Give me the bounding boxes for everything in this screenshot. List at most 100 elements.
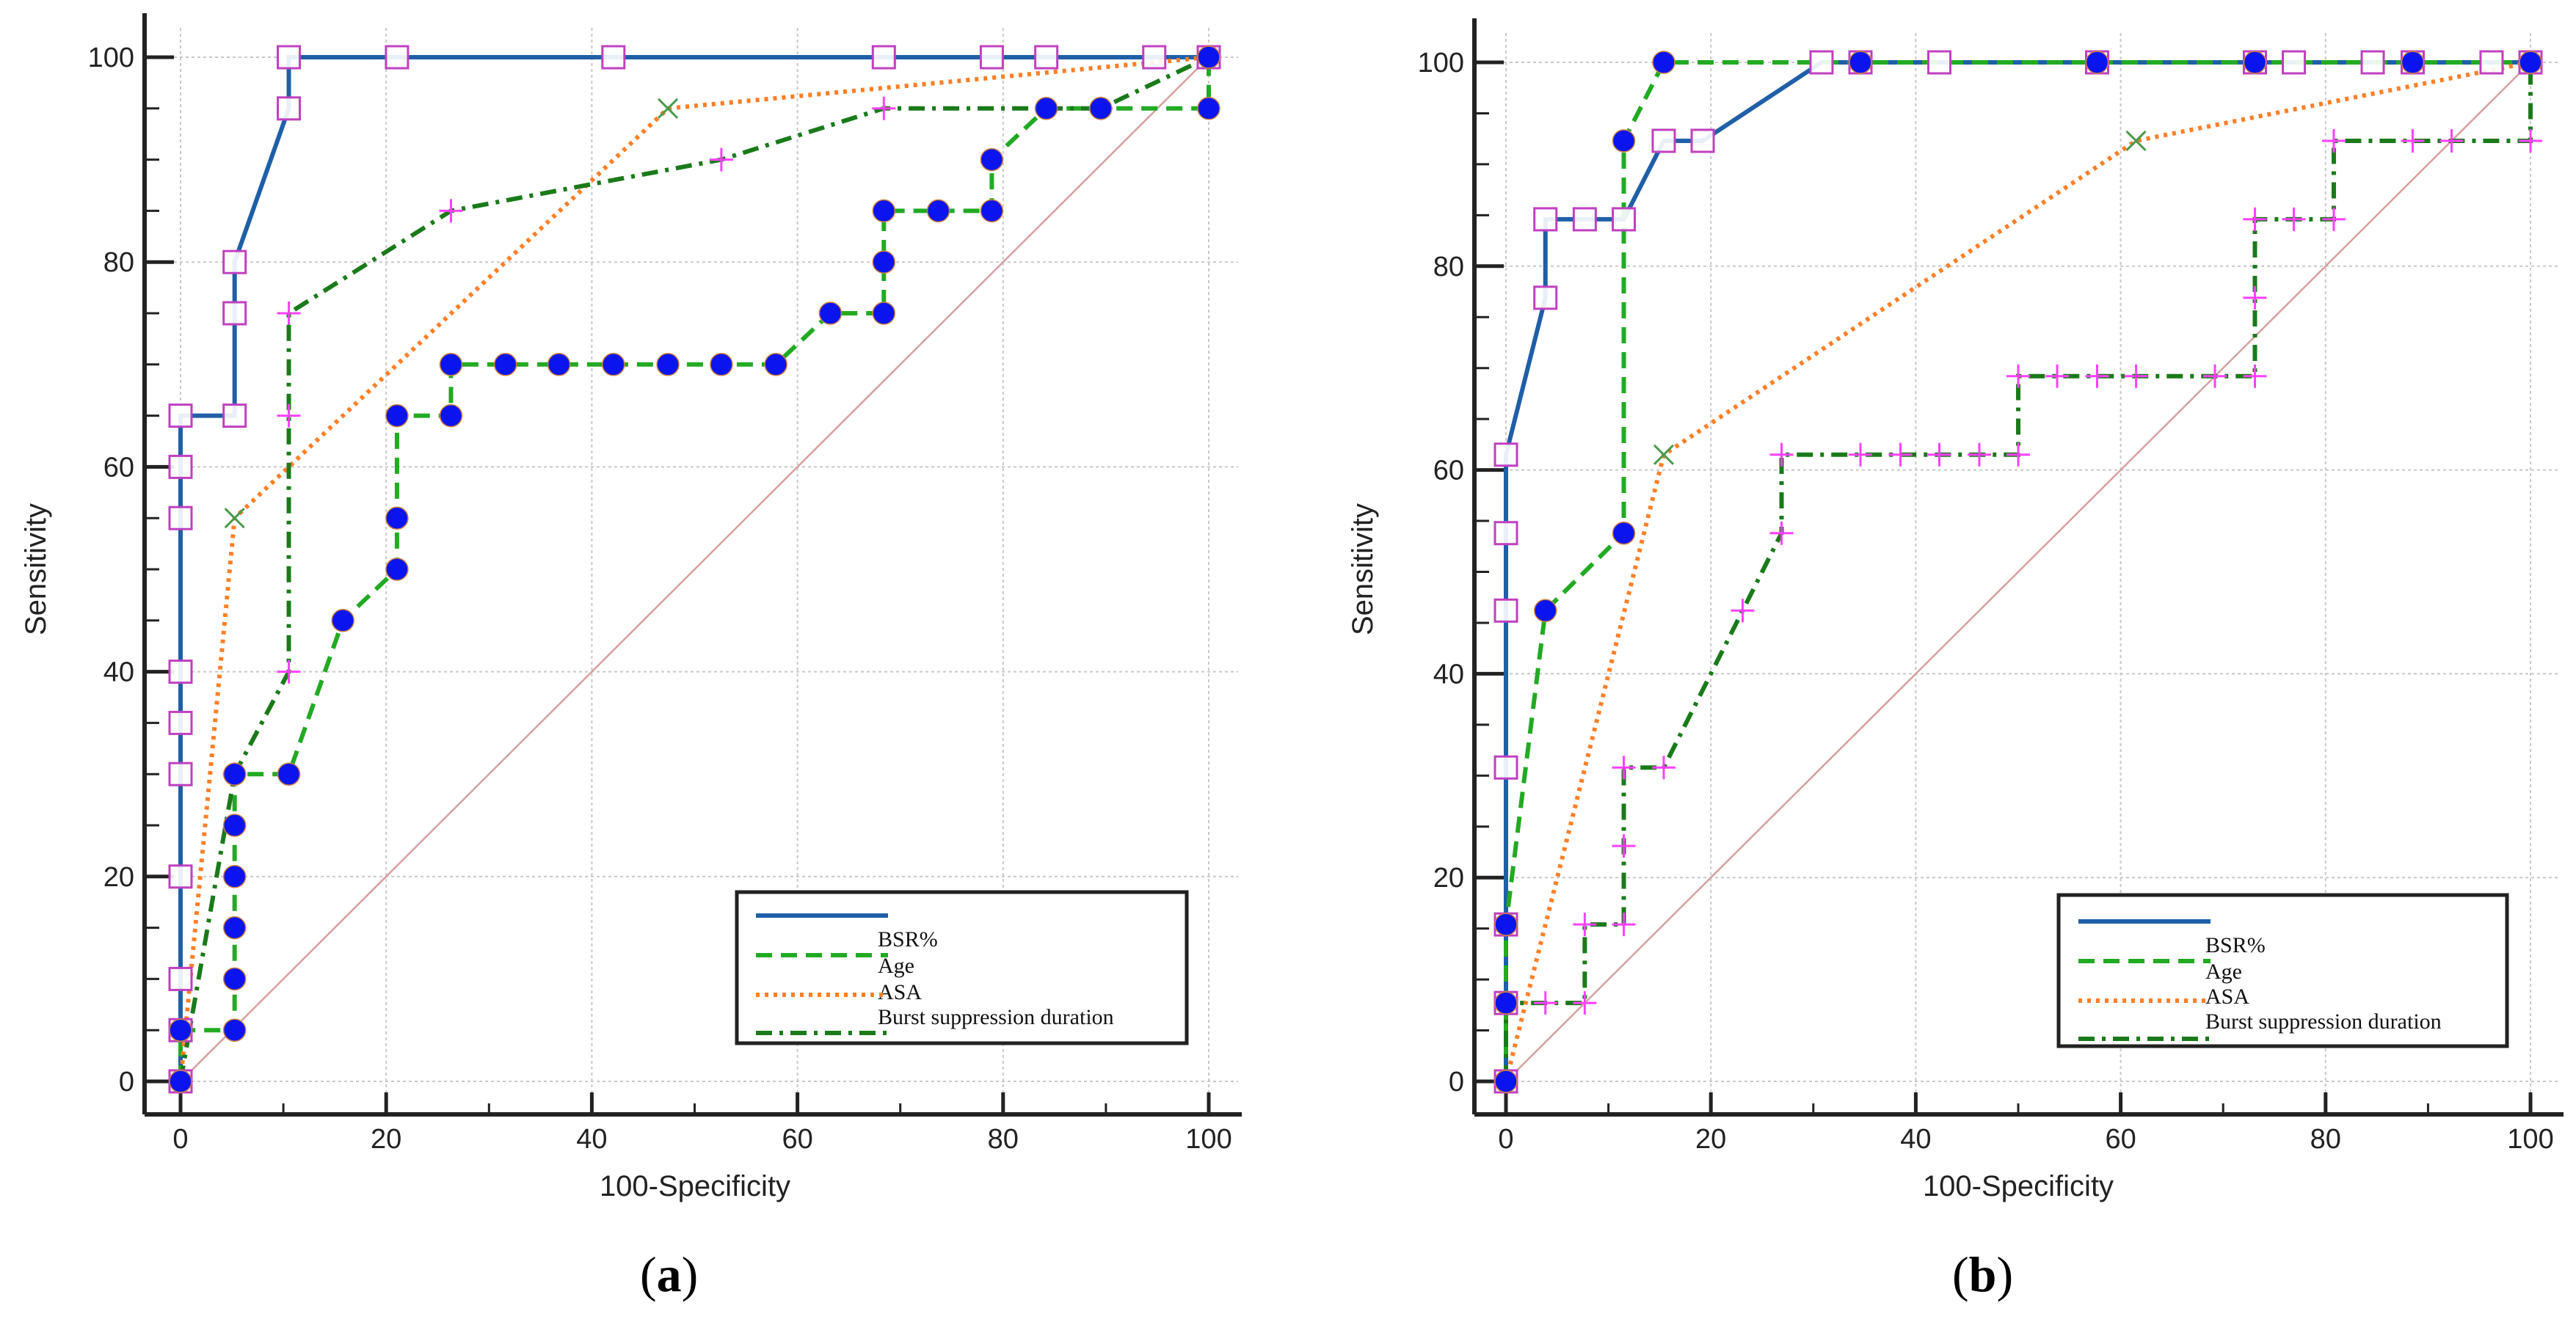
data-point-plus bbox=[2124, 364, 2148, 388]
data-point-circle bbox=[2085, 51, 2109, 74]
data-point-plus bbox=[2085, 364, 2109, 388]
data-point-plus bbox=[1651, 756, 1676, 780]
data-point-plus bbox=[1573, 991, 1597, 1015]
data-point-square bbox=[2282, 50, 2307, 75]
data-point-circle bbox=[385, 558, 409, 581]
data-point-square bbox=[1533, 285, 1558, 310]
roc-panel-a: 100-Specificity Sensitivity (a) 0 20 40 60 8… bbox=[20, 13, 1242, 1302]
data-point-circle bbox=[385, 506, 409, 530]
data-point-plus bbox=[1927, 442, 1951, 467]
data-point-plus bbox=[277, 660, 301, 684]
x-tick-label: 100 bbox=[1185, 1124, 1231, 1155]
legend-label-burst: Burst suppression duration bbox=[2205, 1009, 2442, 1034]
data-point-square bbox=[979, 45, 1004, 70]
data-point-x bbox=[1653, 444, 1675, 465]
data-point-plus bbox=[2243, 285, 2267, 310]
data-point-square bbox=[1690, 128, 1715, 153]
data-point-square bbox=[1809, 50, 1834, 75]
x-tick-label: 40 bbox=[576, 1124, 607, 1155]
data-point-circle bbox=[980, 147, 1004, 172]
y-tick-label: 0 bbox=[119, 1067, 134, 1098]
panel-caption: (a) bbox=[640, 1246, 698, 1302]
data-point-square bbox=[1493, 521, 1518, 546]
y-tick-label: 80 bbox=[103, 247, 134, 278]
data-point-x bbox=[2125, 130, 2147, 152]
data-point-square bbox=[168, 864, 193, 889]
reference-diagonal-line bbox=[1505, 62, 2531, 1082]
data-point-circle bbox=[439, 403, 463, 428]
data-point-circle bbox=[1494, 991, 1518, 1015]
data-point-square bbox=[1142, 45, 1167, 70]
legend-label-burst: Burst suppression duration bbox=[878, 1005, 1114, 1029]
data-point-plus bbox=[872, 96, 896, 120]
y-tick-label: 0 bbox=[1449, 1067, 1464, 1098]
data-point-circle bbox=[2401, 51, 2425, 74]
legend: BSR% Age ASA Burst suppression duration bbox=[735, 890, 1189, 1045]
data-point-plus bbox=[1769, 521, 1794, 545]
data-point-circle bbox=[926, 199, 950, 223]
y-tick-label: 40 bbox=[1433, 659, 1464, 690]
data-point-circle bbox=[656, 353, 680, 376]
data-point-plus bbox=[2321, 207, 2346, 231]
data-point-circle bbox=[1197, 97, 1220, 120]
caption-paren-open: ( bbox=[640, 1246, 657, 1302]
data-point-square bbox=[168, 505, 193, 530]
data-point-plus bbox=[2203, 364, 2227, 388]
data-point-circle bbox=[1612, 129, 1636, 153]
reference-diagonal-line bbox=[180, 56, 1209, 1082]
data-point-circle bbox=[1494, 1070, 1518, 1093]
data-point-circle bbox=[169, 1070, 192, 1093]
legend-label-asa: ASA bbox=[878, 980, 922, 1004]
y-tick-label: 80 bbox=[1433, 252, 1464, 282]
data-point-circle bbox=[764, 353, 787, 376]
data-point-plus bbox=[1612, 834, 1636, 858]
data-point-square bbox=[1612, 207, 1637, 232]
caption-paren-open: ( bbox=[1952, 1246, 1969, 1302]
data-point-circle bbox=[222, 1018, 247, 1042]
data-point-square bbox=[1533, 207, 1558, 232]
series-line-burst-suppression-duration bbox=[178, 55, 1210, 1082]
data-point-plus bbox=[439, 199, 463, 223]
x-tick-label: 80 bbox=[2310, 1124, 2341, 1155]
data-point-x bbox=[658, 98, 679, 119]
data-point-circle bbox=[710, 353, 733, 376]
caption-letter: b bbox=[1969, 1246, 1997, 1302]
data-point-plus bbox=[2439, 128, 2464, 153]
y-axis-label: Sensitivity bbox=[20, 503, 52, 635]
data-point-circle bbox=[872, 302, 896, 325]
data-point-plus bbox=[2519, 128, 2542, 153]
x-tick-label: 0 bbox=[172, 1124, 188, 1155]
data-point-circle bbox=[222, 916, 247, 940]
data-point-plus bbox=[2321, 128, 2346, 153]
series-line-asa bbox=[178, 55, 1209, 1082]
data-point-circle bbox=[980, 199, 1004, 223]
data-point-circle bbox=[602, 353, 625, 376]
y-tick-label: 60 bbox=[103, 452, 134, 483]
caption-paren-close: ) bbox=[682, 1246, 699, 1302]
data-point-circle bbox=[1089, 97, 1113, 120]
data-point-circle bbox=[331, 609, 354, 632]
y-tick-label: 40 bbox=[103, 657, 134, 688]
x-axis-label: 100-Specificity bbox=[1923, 1170, 2114, 1202]
data-point-circle bbox=[1849, 51, 1872, 74]
data-point-plus bbox=[1731, 599, 1755, 623]
data-point-plus bbox=[1573, 913, 1597, 937]
data-point-circle bbox=[385, 403, 409, 428]
legend-label-bsr: BSR% bbox=[2205, 933, 2266, 957]
y-tick-label: 100 bbox=[1418, 48, 1464, 78]
series-line-bsr- bbox=[178, 55, 1209, 1081]
data-point-plus bbox=[1888, 442, 1913, 467]
x-tick-label: 20 bbox=[371, 1124, 401, 1155]
data-point-square bbox=[2479, 50, 2504, 75]
data-point-square bbox=[277, 96, 302, 121]
x-tick-label: 100 bbox=[2507, 1124, 2553, 1155]
data-point-plus bbox=[2243, 207, 2267, 231]
data-point-plus bbox=[2282, 207, 2306, 231]
y-tick-label: 20 bbox=[103, 862, 134, 893]
data-point-square bbox=[385, 45, 410, 70]
data-point-square bbox=[871, 45, 896, 70]
data-point-plus bbox=[1612, 756, 1636, 780]
data-point-square bbox=[1651, 128, 1676, 153]
data-point-square bbox=[168, 710, 193, 735]
